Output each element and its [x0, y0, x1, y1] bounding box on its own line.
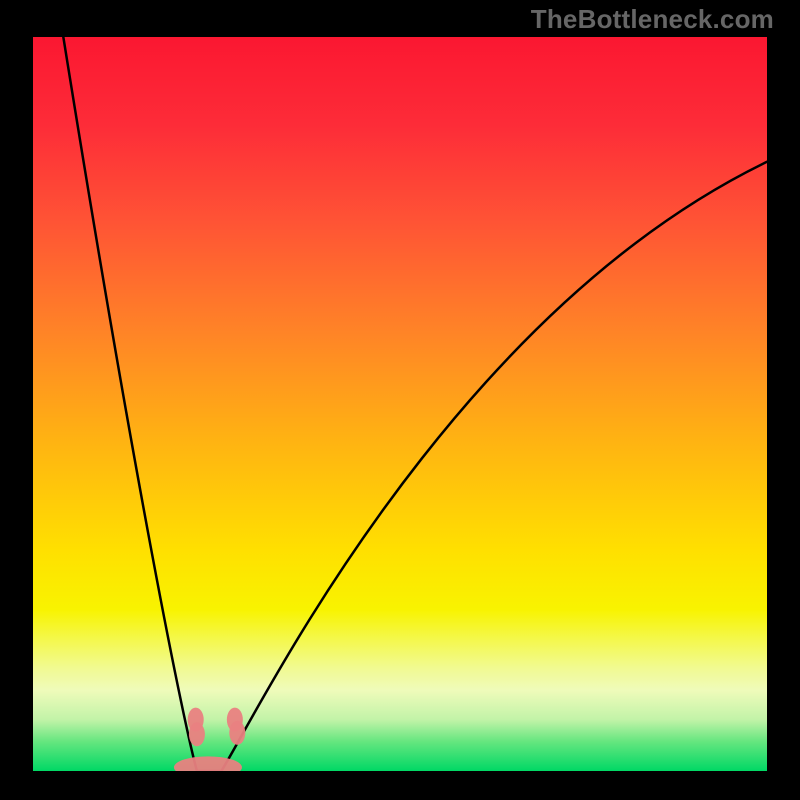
gradient-background: [33, 37, 767, 771]
watermark-text: TheBottleneck.com: [531, 4, 774, 35]
figure-root: TheBottleneck.com: [0, 0, 800, 800]
plot-area: [33, 37, 767, 771]
